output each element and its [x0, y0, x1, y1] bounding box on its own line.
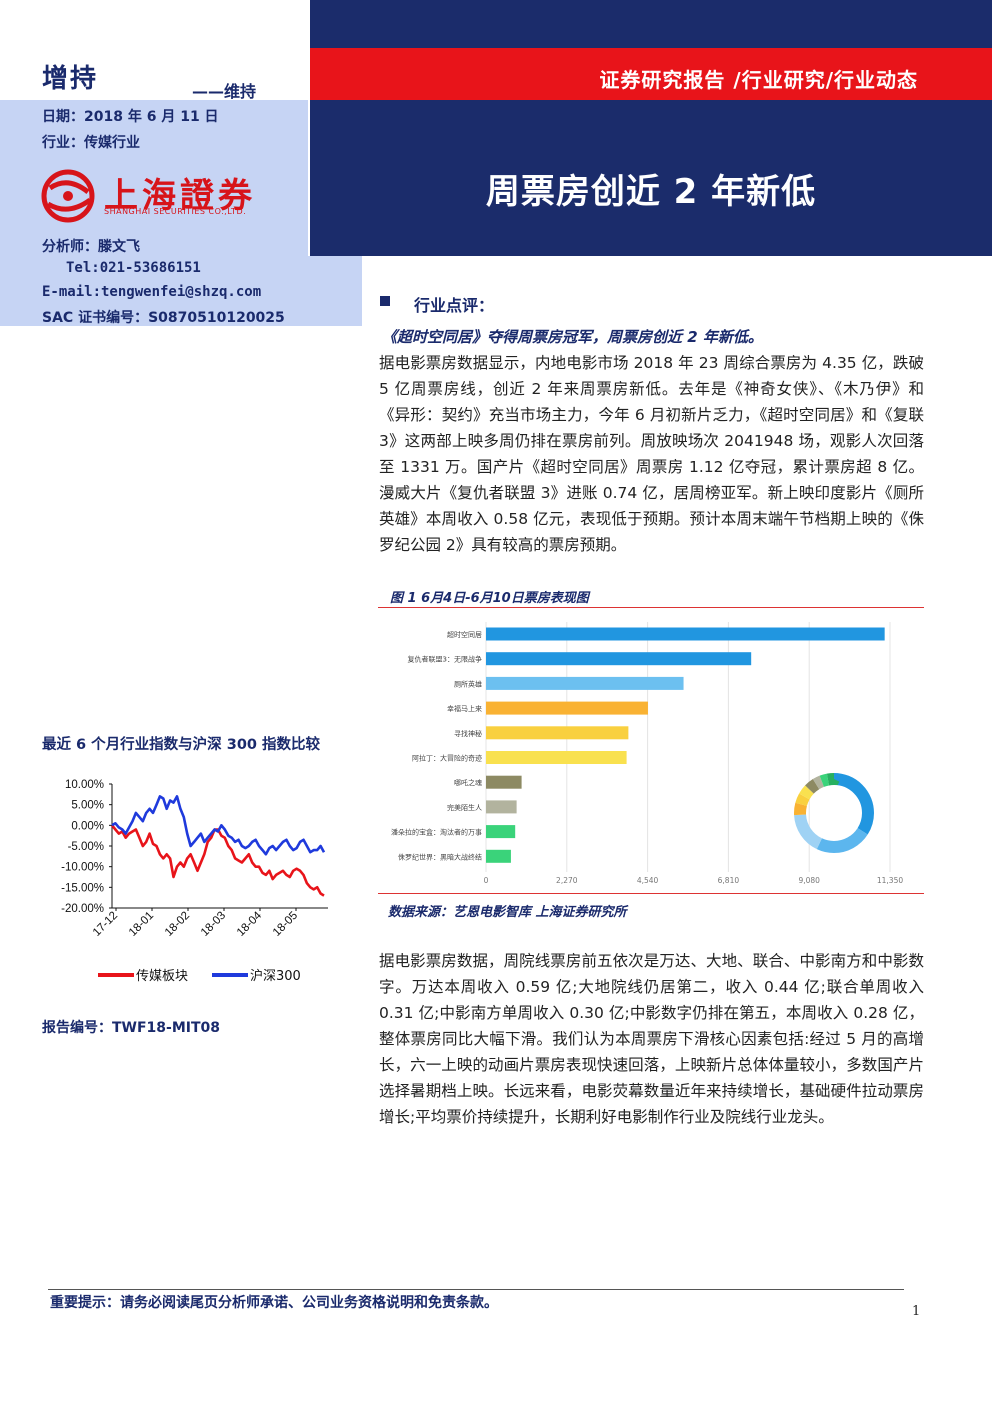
bar-category-label: 幸福马上来	[447, 704, 482, 713]
bar-mark	[486, 775, 522, 789]
y-tick-label: -20.00%	[61, 903, 104, 915]
paragraph-box-office: 据电影票房数据显示，内地电影市场 2018 年 23 周综合票房为 4.35 亿…	[379, 354, 924, 554]
bar-x-tick-label: 2,270	[556, 876, 578, 885]
bar-x-tick-label: 9,080	[798, 876, 820, 885]
bar-mark	[486, 849, 511, 863]
bar-mark	[486, 825, 516, 839]
report-date: 日期：2018 年 6 月 11 日	[42, 109, 219, 125]
bar-category-label: 潘朵拉的宝盒：淘汰者的万事	[391, 828, 482, 837]
data-source: 数据来源：艺恩电影智库 上海证券研究所	[388, 905, 627, 920]
x-tick-label: 18-05	[271, 910, 300, 939]
analyst-tel: Tel:021-53686151	[66, 260, 201, 276]
title-band	[310, 100, 992, 256]
company-name-en: SHANGHAI SECURITIES CO.,LTD.	[104, 207, 247, 216]
index-chart-title: 最近 6 个月行业指数与沪深 300 指数比较	[42, 737, 321, 753]
y-tick-label: -10.00%	[61, 862, 104, 874]
bar-mark	[486, 800, 517, 814]
bar-mark	[486, 726, 629, 740]
bar-x-tick-label: 6,810	[718, 876, 740, 885]
x-tick-label: 18-04	[235, 909, 265, 939]
bar-category-label: 侏罗纪世界：黑暗大战终结	[398, 852, 482, 861]
info-panel-contact	[0, 256, 362, 326]
page-number: 1	[912, 1304, 921, 1319]
header-band-top	[310, 0, 992, 48]
report-number: 报告编号：TWF18-MIT08	[42, 1020, 221, 1036]
index-comparison-chart: 10.00% 5.00% 0.00% -5.00% -10.00% -15.00% -20.…	[61, 779, 328, 984]
donut-slice	[794, 773, 874, 853]
bar-mark	[486, 751, 627, 764]
bar-mark	[486, 652, 752, 666]
analyst-name: 分析师：滕文飞	[42, 239, 140, 255]
paragraph-cinema-chains: 据电影票房数据，周院线票房前五依次是万达、大地、联合、中影南方和中影数字。万达本…	[379, 952, 924, 1126]
report-type: 证券研究报告 /行业研究/行业动态	[599, 68, 918, 92]
bar-category-label: 厕所英雄	[454, 679, 482, 688]
bar-category-label: 阿拉丁：大冒险的奇迹	[412, 754, 482, 763]
bar-x-tick-label: 11,350	[877, 876, 903, 885]
industry-label: 行业：传媒行业	[42, 135, 140, 151]
sac-number: SAC 证书编号：S0870510120025	[42, 310, 285, 326]
legend-label: 传媒板块	[136, 969, 188, 984]
bar-mark	[486, 676, 684, 690]
analyst-email: E-mail:tengwenfei@shzq.com	[42, 284, 262, 300]
company-logo-icon	[41, 169, 95, 223]
bar-category-label: 完美陌生人	[447, 803, 482, 812]
y-tick-label: 10.00%	[65, 779, 104, 791]
report-title: 周票房创近 2 年新低	[485, 172, 817, 212]
section-title: 行业点评：	[414, 296, 495, 315]
rating-previous: ——维持	[192, 82, 257, 101]
donut-slice	[794, 773, 874, 853]
bar-category-label: 寻找神秘	[454, 729, 482, 738]
caption-divider	[378, 607, 924, 608]
series-line	[110, 824, 325, 897]
header-band-red	[310, 48, 992, 100]
y-tick-label: 5.00%	[71, 800, 104, 812]
footer-divider	[48, 1289, 904, 1290]
rating-label: 增持	[42, 64, 99, 94]
rating-block	[0, 0, 308, 100]
legend-label: 沪深300	[250, 968, 301, 984]
bar-x-tick-label: 4,540	[637, 876, 659, 885]
footer-notice: 重要提示：请务必阅读尾页分析师承诺、公司业务资格说明和免责条款。	[50, 1295, 498, 1311]
figure-caption: 图 1 6月4日-6月10日票房表现图	[390, 591, 589, 606]
x-tick-label: 18-01	[127, 910, 156, 939]
y-tick-label: 0.00%	[71, 820, 104, 832]
bar-mark	[486, 701, 648, 715]
bar-category-label: 超时空同居	[447, 630, 482, 639]
bar-mark	[486, 627, 885, 641]
donut-slice	[794, 773, 874, 853]
x-tick-label: 18-03	[199, 910, 228, 939]
bar-x-tick-label: 0	[484, 876, 489, 885]
bar-category-label: 哪吒之魂	[454, 778, 482, 787]
highlight-headline: 《超时空同居》夺得周票房冠军，周票房创近 2 年新低。	[382, 328, 763, 346]
y-tick-label: -15.00%	[61, 882, 104, 894]
source-divider	[378, 893, 924, 894]
bar-category-label: 复仇者联盟3：无限战争	[408, 655, 482, 664]
series-line	[111, 795, 326, 856]
section-bullet-icon	[380, 296, 390, 306]
company-name: 上海證券	[104, 176, 256, 216]
box-office-bar-chart: 超时空同居复仇者联盟3：无限战争厕所英雄幸福马上来寻找神秘阿拉丁：大冒险的奇迹哪…	[391, 622, 903, 885]
y-tick-label: -5.00%	[68, 841, 104, 853]
x-tick-label: 18-02	[163, 910, 192, 939]
